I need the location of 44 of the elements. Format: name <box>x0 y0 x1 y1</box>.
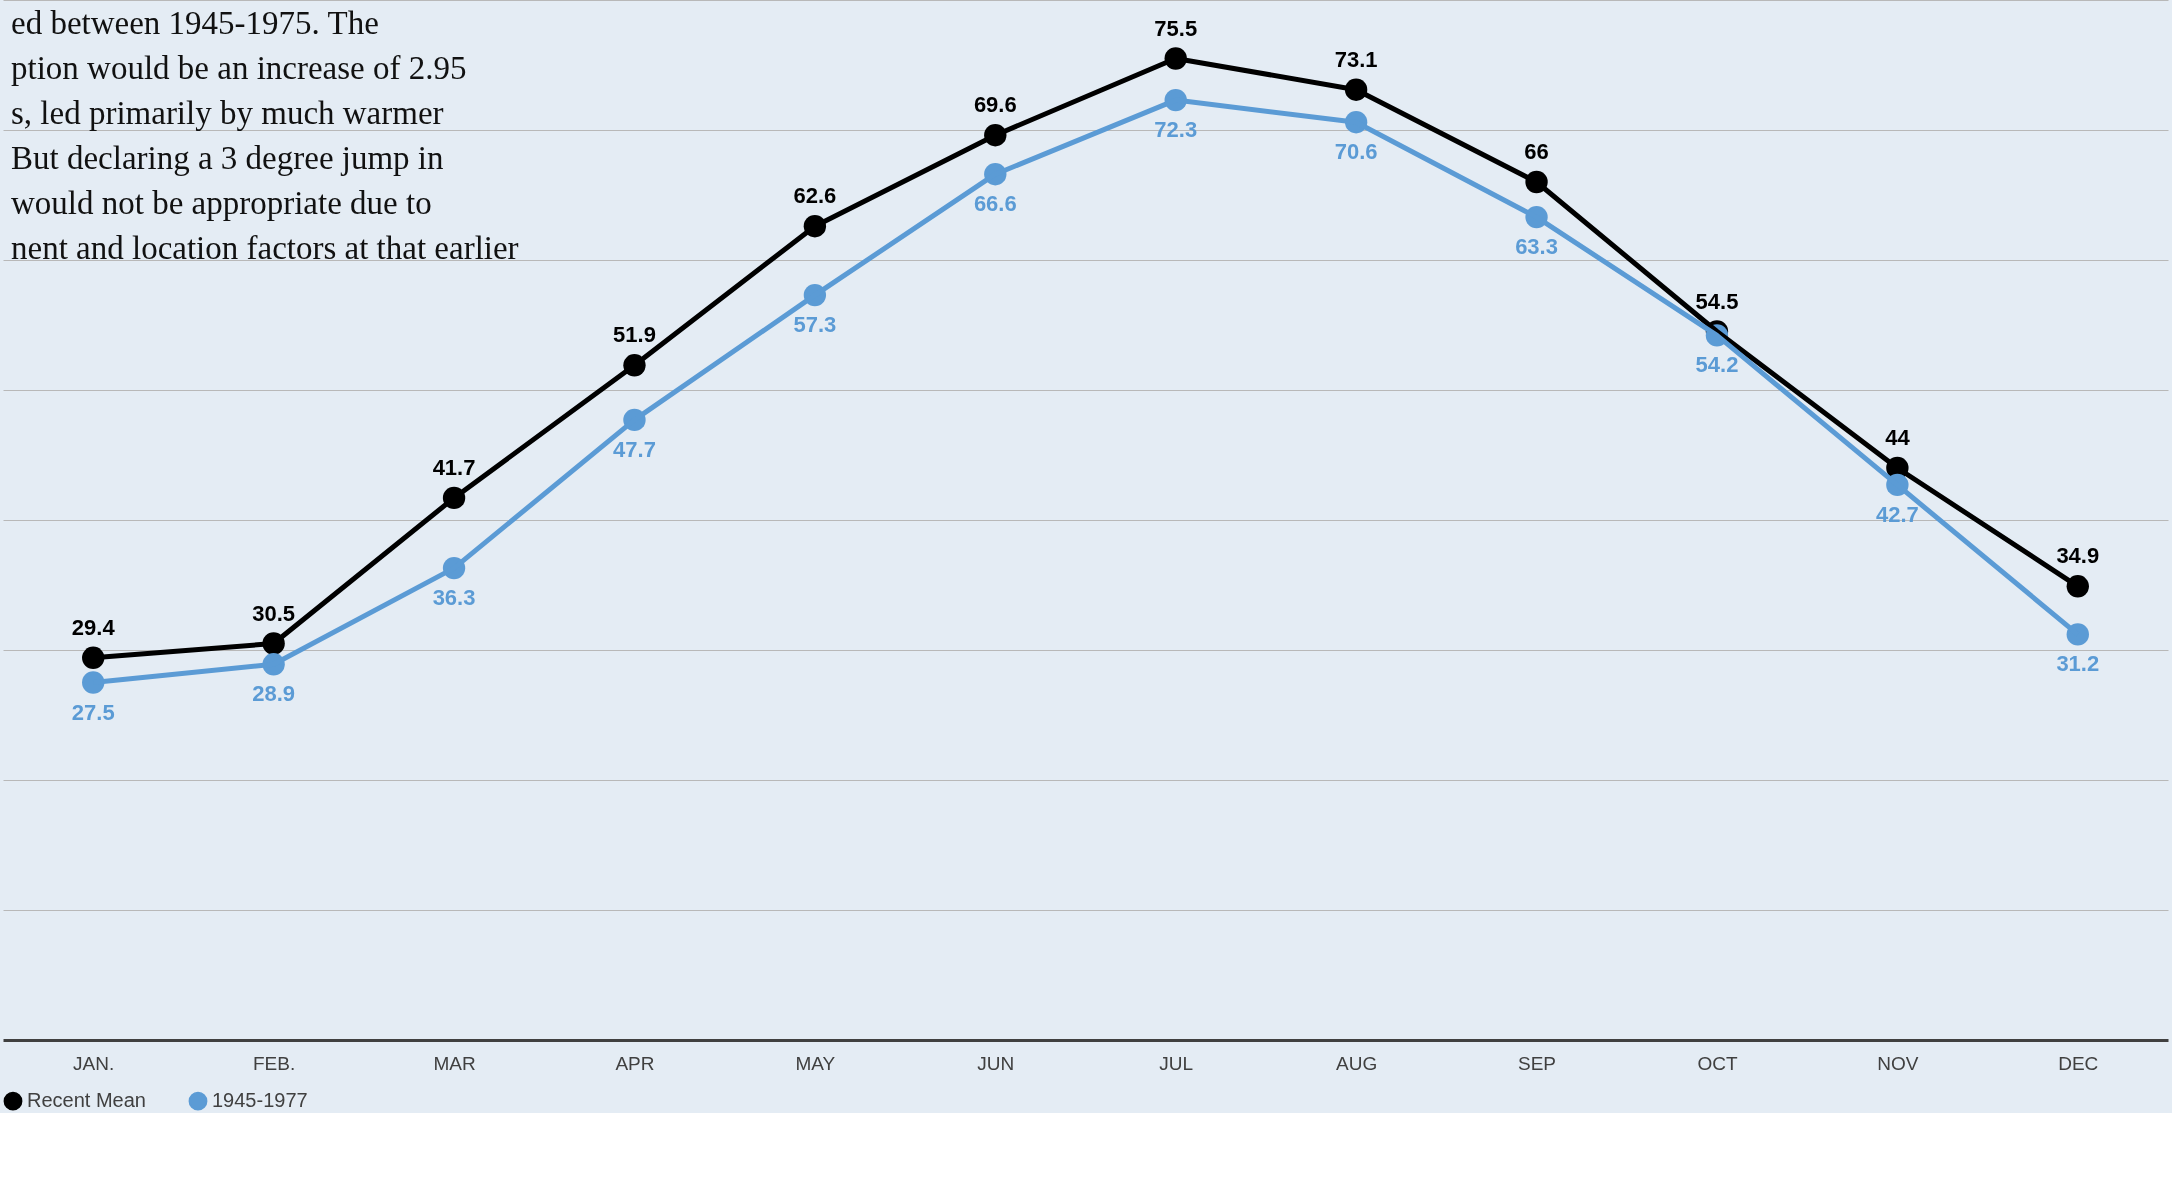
data-label: 27.5 <box>71 699 115 725</box>
annotation: nent and location factors at that earlier <box>11 230 519 266</box>
data-label: 28.9 <box>252 681 296 707</box>
data-label: 42.7 <box>1875 501 1919 527</box>
data-label: 41.7 <box>432 454 476 480</box>
data-label: 51.9 <box>613 322 656 348</box>
x-tick-label: APR <box>615 1052 655 1074</box>
data-label: 30.5 <box>252 600 296 626</box>
data-label: 54.5 <box>1695 288 1739 314</box>
data-label: 66.6 <box>973 191 1017 217</box>
data-label: 63.3 <box>1515 234 1558 260</box>
x-tick-label: OCT <box>1697 1052 1738 1074</box>
x-tick-label: SEP <box>1518 1052 1557 1074</box>
data-label: 70.6 <box>1334 139 1378 165</box>
data-label: 54.2 <box>1695 352 1739 378</box>
x-tick-label: MAY <box>795 1052 836 1074</box>
annotation: s, led primarily by much warmer <box>11 95 444 131</box>
data-label: 44 <box>1885 425 1911 450</box>
annotation: ed between 1945-1975. The <box>11 5 379 41</box>
data-label: 36.3 <box>432 585 476 611</box>
data-label: 34.9 <box>2056 543 2100 569</box>
data-label: 69.6 <box>973 92 1017 118</box>
x-tick-label: MAR <box>433 1052 476 1074</box>
data-label: 29.4 <box>71 614 116 640</box>
x-tick-label: JAN. <box>73 1052 115 1074</box>
x-tick-label: NOV <box>1877 1052 1919 1074</box>
annotation: would not be appropriate due to <box>11 185 432 221</box>
annotation: ption would be an increase of 2.95 <box>11 50 467 86</box>
data-label: 31.2 <box>2056 651 2100 677</box>
x-tick-label: AUG <box>1336 1052 1378 1074</box>
legend-label: 1945-1977 <box>212 1089 308 1112</box>
data-label: 47.7 <box>613 436 656 462</box>
legend-label: Recent Mean <box>27 1089 146 1112</box>
x-tick-label: JUL <box>1159 1052 1194 1074</box>
data-label: 73.1 <box>1334 46 1378 72</box>
data-label: 66 <box>1524 139 1549 164</box>
data-label: 75.5 <box>1154 15 1198 41</box>
x-tick-label: JUN <box>977 1052 1015 1074</box>
x-tick-label: DEC <box>2058 1052 2099 1074</box>
data-label: 62.6 <box>793 183 837 209</box>
data-label: 72.3 <box>1154 117 1198 143</box>
data-label: 57.3 <box>793 312 837 338</box>
x-tick-label: FEB. <box>253 1052 296 1074</box>
annotation: But declaring a 3 degree jump in <box>11 140 444 176</box>
